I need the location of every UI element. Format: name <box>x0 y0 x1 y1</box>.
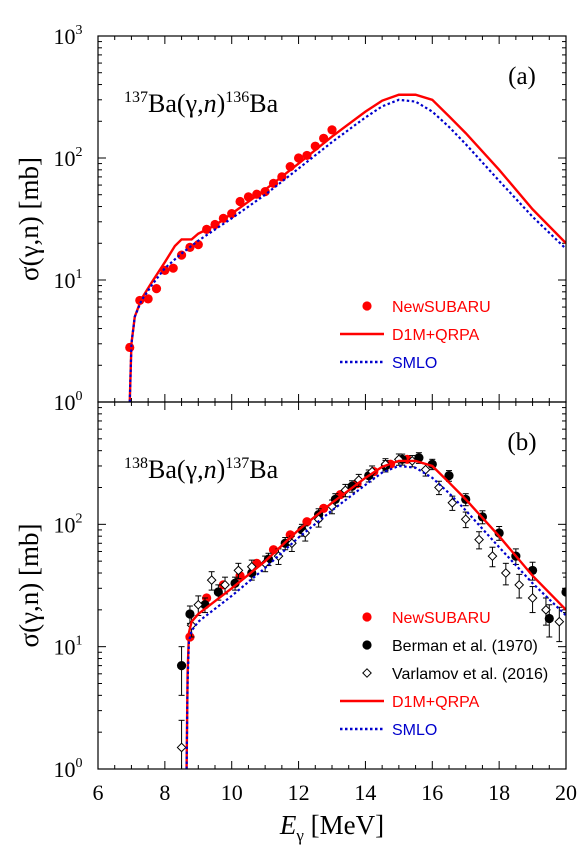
varlamov-et-al-2016-point <box>554 616 565 627</box>
axis-ticks <box>97 402 567 770</box>
varlamov-et-al-2016-point <box>487 551 498 562</box>
y-axis-label: σ(γ,n) [mb] <box>14 157 44 281</box>
panel-a: 100 101 102 103 σ(γ,n) [mb] (a) 137Ba(γ,n)136B… <box>14 23 567 415</box>
varlamov-et-al-2016-point <box>434 482 444 493</box>
newsubaru-point <box>143 294 153 304</box>
y-tick-label: 101 <box>54 634 83 660</box>
plot-area <box>125 93 566 402</box>
x-tick-label: 10 <box>221 780 243 805</box>
berman-et-al-1970-point <box>185 609 195 619</box>
berman-et-al-1970-point <box>176 661 187 671</box>
legend-label-newsubaru: NewSUBARU <box>392 299 491 316</box>
berman-et-al-1970-point <box>561 587 566 597</box>
legend: NewSUBARU Berman et al. (1970) Varlamov et… <box>340 610 548 739</box>
y-tick-label: 102 <box>54 145 83 171</box>
berman-et-al-1970-point <box>444 471 454 481</box>
reaction-label: 137Ba(γ,n)136Ba <box>124 89 279 118</box>
varlamov-et-al-2016-point <box>514 579 525 590</box>
newsubaru-point <box>160 265 170 275</box>
legend-label-varlamov-et-al-2016: Varlamov et al. (2016) <box>392 666 548 683</box>
legend-marker-berman-et-al-1970 <box>362 640 372 650</box>
legend-label-berman-et-al-1970: Berman et al. (1970) <box>392 638 538 655</box>
varlamov-et-al-2016-point <box>220 579 230 590</box>
y-tick-label: 100 <box>54 389 83 415</box>
legend-label-newsubaru: NewSUBARU <box>392 610 491 627</box>
legend-marker-varlamov-et-al-2016 <box>362 668 372 678</box>
panel-label: (a) <box>508 63 536 90</box>
varlamov-et-al-2016-point <box>500 568 511 578</box>
d1m-qrpa-line <box>185 459 566 769</box>
newsubaru-point <box>235 196 245 207</box>
varlamov-et-al-2016-point <box>176 742 187 753</box>
varlamov-et-al-2016-point <box>233 565 244 576</box>
reaction-label: 138Ba(γ,n)137Ba <box>124 455 279 484</box>
panel-b: 100 101 102 6 8 10 12 14 16 18 20 σ(γ,n) [mb] Eγ [Me… <box>14 401 577 845</box>
legend-marker-newsubaru <box>362 612 372 622</box>
varlamov-et-al-2016-point <box>541 604 551 615</box>
berman-et-al-1970-point <box>213 587 223 597</box>
berman-et-al-1970-point <box>230 578 240 588</box>
newsubaru-point <box>151 284 162 294</box>
newsubaru-point <box>193 240 203 250</box>
x-tick-label: 14 <box>354 780 376 805</box>
y-tick-label: 100 <box>54 756 83 782</box>
y-axis-label: σ(γ,n) [mb] <box>14 524 44 648</box>
x-tick-label: 18 <box>488 780 510 805</box>
plot-area <box>176 452 566 769</box>
smlo-line <box>185 464 566 769</box>
d1m-qrpa-line <box>128 93 566 402</box>
legend-label-d1m-qrpa: D1M+QRPA <box>392 327 480 344</box>
newsubaru-point <box>327 125 337 135</box>
plot-frame <box>97 401 567 770</box>
y-tick-label: 102 <box>54 511 83 537</box>
x-tick-label: 20 <box>555 780 577 805</box>
berman-et-al-1970-point <box>544 613 554 624</box>
varlamov-et-al-2016-point <box>460 514 471 525</box>
legend-label-smlo: SMLO <box>392 722 437 739</box>
x-tick-label: 12 <box>288 780 310 805</box>
legend-marker-newsubaru <box>362 301 372 311</box>
legend-label-smlo: SMLO <box>392 355 437 372</box>
legend-label-d1m-qrpa: D1M+QRPA <box>392 694 480 711</box>
varlamov-et-al-2016-point <box>527 593 538 603</box>
x-axis-label: Eγ [MeV] <box>279 810 384 845</box>
axis-ticks <box>97 36 567 403</box>
smlo-line <box>128 98 566 402</box>
y-tick-label: 103 <box>54 23 83 49</box>
panel-label: (b) <box>507 429 536 456</box>
x-tick-label: 6 <box>93 780 104 805</box>
x-tick-label: 16 <box>421 780 443 805</box>
varlamov-et-al-2016-point <box>474 534 484 545</box>
newsubaru-point <box>168 263 178 273</box>
legend: NewSUBARU D1M+QRPA SMLO <box>340 299 491 372</box>
y-tick-label: 101 <box>54 267 83 293</box>
varlamov-et-al-2016-point <box>206 575 217 586</box>
varlamov-et-al-2016-point <box>193 599 204 610</box>
varlamov-et-al-2016-point <box>447 497 458 508</box>
newsubaru-point <box>125 342 135 353</box>
x-tick-label: 8 <box>159 780 170 805</box>
